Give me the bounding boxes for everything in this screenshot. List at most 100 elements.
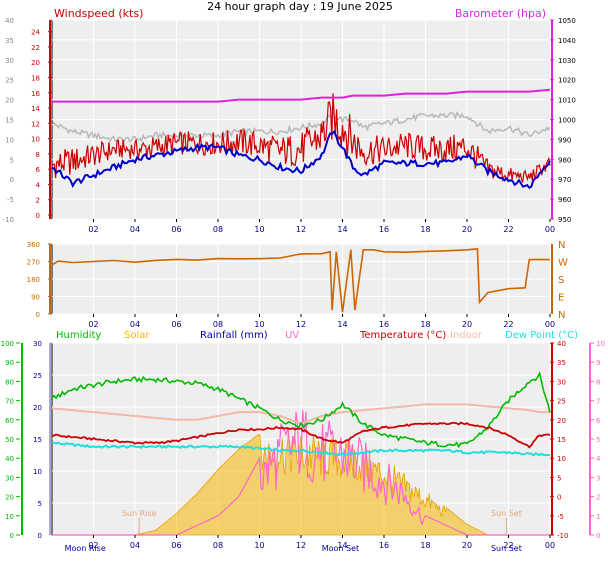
dewpoint-series: [51, 441, 551, 457]
direction-x-tick-label: 16: [379, 320, 389, 329]
wind-x-tick-label: 04: [130, 225, 140, 234]
wind-y-axis-tick-label: 25: [5, 77, 14, 85]
sun-set-bottom-label: Sun Set: [491, 544, 522, 553]
direction-y-tick-label: 90: [31, 294, 40, 302]
moon-rise-label: Moon Rise: [65, 544, 106, 553]
compass-label: N: [558, 240, 565, 251]
compass-label: N: [558, 310, 565, 321]
rain-y-tick-label: 10: [33, 468, 42, 476]
uv-y-tick-label: 5: [596, 436, 600, 444]
direction-x-tick-label: 04: [130, 320, 140, 329]
direction-x-tick-label: 12: [296, 320, 306, 329]
wind-x-tick-label: 06: [171, 225, 181, 234]
sun-set-label: Sun Set: [491, 509, 522, 518]
temperature-y-tick-label: 30: [557, 378, 566, 386]
wind-x-tick-label: 02: [88, 225, 98, 234]
windspeed-y-tick-label: 14: [31, 105, 40, 113]
direction-x-tick-label: 14: [337, 320, 347, 329]
direction-x-tick-label: 10: [254, 320, 264, 329]
wind-y-axis-tick-label: -10: [3, 216, 14, 224]
uv-y-tick-label: 1: [596, 513, 600, 521]
thermo-legend-label: Temperature (°C): [359, 330, 446, 341]
temperature-y-tick-label: -5: [557, 513, 564, 521]
rain-y-tick-label: 0: [38, 532, 42, 540]
temperature-y-tick-label: 5: [557, 474, 561, 482]
direction-y-tick-label: 180: [27, 276, 40, 284]
direction-x-tick-label: 02: [88, 320, 98, 329]
barometer-series: [52, 88, 551, 103]
wind-y-axis-tick-label: 35: [5, 37, 14, 45]
compass-label: W: [558, 258, 568, 269]
uv-y-tick-label: 8: [596, 378, 600, 386]
thermo-legend-label: Rainfall (mm): [200, 330, 268, 341]
direction-x-tick-label: 00: [545, 320, 555, 329]
humidity-y-tick-label: 0: [10, 532, 14, 540]
temperature-y-tick-label: 35: [557, 359, 566, 367]
direction-x-tick-label: 20: [462, 320, 472, 329]
direction-y-tick-label: 360: [27, 241, 40, 249]
barometer-y-tick-label: 1000: [558, 117, 576, 125]
wind-y-axis-tick-label: 10: [5, 136, 14, 144]
wind-x-tick-label: 12: [296, 225, 306, 234]
uv-y-tick-label: 4: [596, 455, 601, 463]
windspeed-y-tick-label: 22: [31, 44, 40, 52]
thermo-x-tick-label: 02: [88, 541, 98, 550]
windspeed-y-tick-label: 24: [31, 29, 40, 37]
windspeed-y-tick-label: 20: [31, 59, 40, 67]
wind-x-tick-label: 14: [337, 225, 347, 234]
windspeed-y-tick-label: 6: [36, 166, 41, 174]
windspeed-y-tick-label: 10: [31, 136, 40, 144]
wind-x-tick-label: 20: [462, 225, 472, 234]
windspeed-y-tick-label: 0: [36, 212, 40, 220]
humidity-y-tick-label: 80: [5, 378, 14, 386]
wind-y-axis-tick-label: 40: [5, 17, 14, 25]
thermo-x-tick-label: 20: [462, 541, 472, 550]
humidity-y-tick-label: 20: [5, 494, 14, 502]
wind-y-axis-tick-label: 0: [10, 176, 14, 184]
wind-y-axis-tick-label: 5: [10, 156, 14, 164]
barometer-y-tick-label: 950: [558, 216, 571, 224]
uv-y-tick-label: 0: [596, 532, 600, 540]
windspeed-y-tick-label: 2: [36, 197, 40, 205]
temperature-y-tick-label: 40: [557, 340, 566, 348]
wind-x-tick-label: 00: [545, 225, 555, 234]
windspeed-y-tick-label: 16: [31, 90, 40, 98]
humidity-y-tick-label: 90: [5, 359, 14, 367]
uv-y-tick-label: 7: [596, 398, 600, 406]
compass-label: S: [558, 275, 564, 286]
wind-y-axis-tick-label: -5: [7, 196, 14, 204]
thermo-x-tick-label: 12: [296, 541, 306, 550]
humidity-y-tick-label: 70: [5, 398, 14, 406]
moon-set-label: Moon Set: [322, 544, 359, 553]
windspeed-y-tick-label: 4: [36, 181, 41, 189]
wind-average-series: [51, 129, 551, 189]
wind-x-tick-label: 22: [503, 225, 513, 234]
barometer-y-tick-label: 990: [558, 136, 571, 144]
thermo-x-tick-label: 18: [420, 541, 430, 550]
uv-y-tick-label: 2: [596, 494, 600, 502]
barometer-y-tick-label: 1020: [558, 77, 576, 85]
wind-x-tick-label: 10: [254, 225, 264, 234]
wind-y-axis-tick-label: 15: [5, 117, 14, 125]
rain-y-tick-label: 5: [38, 500, 42, 508]
rain-y-tick-label: 25: [33, 372, 42, 380]
direction-x-tick-label: 18: [420, 320, 430, 329]
windspeed-y-tick-label: 8: [36, 151, 40, 159]
humidity-y-tick-label: 100: [1, 340, 14, 348]
humidity-y-tick-label: 10: [5, 513, 14, 521]
humidity-y-tick-label: 40: [5, 455, 14, 463]
temperature-y-tick-label: 0: [557, 494, 561, 502]
barometer-y-tick-label: 1050: [558, 17, 576, 25]
thermo-x-tick-label: 08: [213, 541, 223, 550]
windspeed-legend-label: Windspeed (kts): [54, 7, 143, 20]
uv-y-tick-label: 10: [596, 340, 605, 348]
rain-y-tick-label: 30: [33, 340, 42, 348]
rain-y-tick-label: 15: [33, 436, 42, 444]
direction-y-tick-label: 270: [27, 259, 40, 267]
compass-label: E: [558, 293, 564, 304]
thermo-legend-label: Dew Point (°C): [505, 330, 578, 341]
thermo-legend-label: Solar: [124, 330, 150, 341]
barometer-y-tick-label: 980: [558, 156, 571, 164]
